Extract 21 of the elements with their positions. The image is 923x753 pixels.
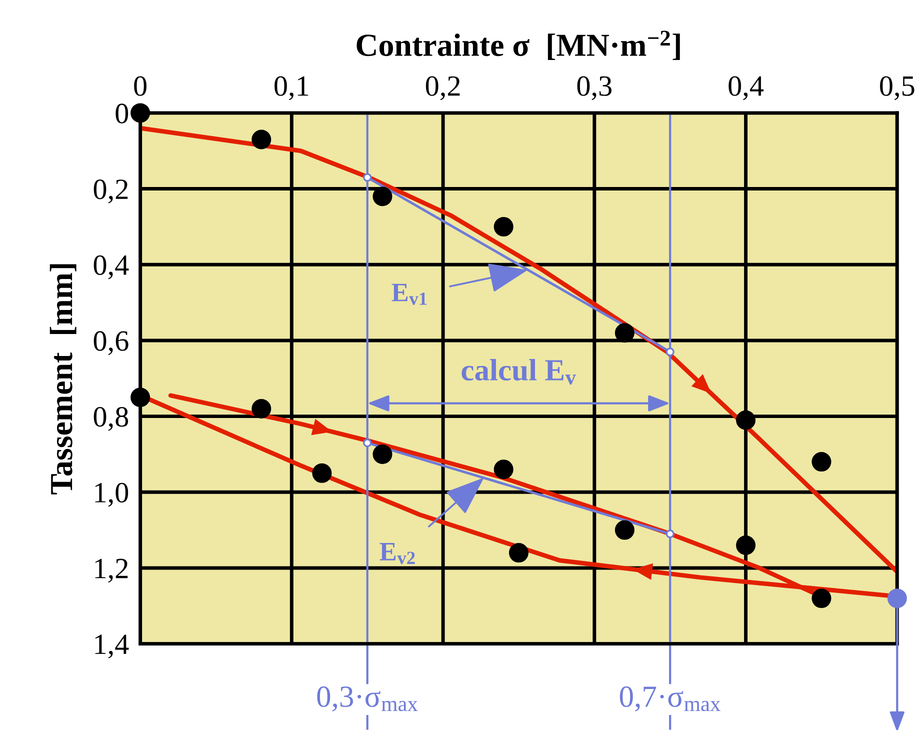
x-tick-label: 0,3 <box>577 76 612 100</box>
y-tick-label: 1,2 <box>95 558 128 583</box>
y-tick-label: 0 <box>116 104 128 124</box>
x-tick-label: 0,1 <box>274 76 308 100</box>
x-tick-label: 0,4 <box>728 76 764 100</box>
y-axis-title: Tassement [mm] <box>50 264 76 494</box>
x-axis-title: Contrainte σ [MN·m$^{−2}$] <box>356 30 680 60</box>
ref-line-label: 0,3·σ$_{max}$ <box>317 686 418 712</box>
x-tick-label: 0,2 <box>426 76 460 100</box>
annotation: E$_{v2}$ <box>380 543 415 564</box>
x-tick-label: 0 <box>134 76 146 96</box>
annotation: calcul E$_{v}$ <box>462 359 576 385</box>
annotation: E$_{v1}$ <box>392 284 427 305</box>
x-tick-label: 0,5 <box>880 76 914 100</box>
y-tick-label: 0,2 <box>94 180 128 204</box>
ref-line-label: 0,7·σ$_{max}$ <box>620 686 720 712</box>
y-tick-label: 0,8 <box>94 407 128 431</box>
y-tick-label: 1,4 <box>95 634 129 658</box>
y-tick-label: 0,6 <box>94 331 128 356</box>
y-tick-label: 0,4 <box>94 255 129 280</box>
y-tick-label: 1,0 <box>95 482 128 507</box>
